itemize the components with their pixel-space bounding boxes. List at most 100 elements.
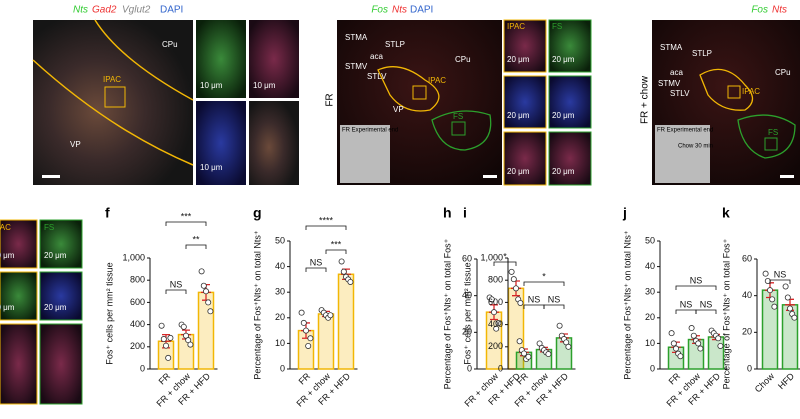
significance-bracket <box>523 281 565 286</box>
data-point <box>165 354 172 361</box>
y-tick-label: 200 <box>488 341 503 351</box>
data-point <box>771 303 778 310</box>
data-point <box>767 287 774 294</box>
y-tick-label: 0 <box>280 363 285 373</box>
micrograph <box>548 75 592 129</box>
significance-bracket <box>695 309 717 314</box>
significance-label: NS <box>774 269 787 279</box>
panel-letter: g <box>253 205 262 221</box>
data-point <box>545 351 552 358</box>
data-point <box>516 338 523 345</box>
y-tick-label: 60 <box>742 253 752 263</box>
significance-bracket <box>675 309 697 314</box>
scale-bar <box>780 175 794 178</box>
y-tick-label: 40 <box>645 261 655 271</box>
micrograph <box>0 219 38 269</box>
data-point <box>715 335 722 342</box>
scale-label: 10 μm <box>200 81 223 90</box>
micrograph <box>503 19 547 73</box>
panel-letter: f <box>105 205 110 221</box>
y-tick-label: 600 <box>130 297 145 307</box>
significance-bracket <box>305 267 327 272</box>
data-point <box>207 308 214 315</box>
y-axis-label: Percentage of Fos⁺Nts⁺ on total Fos⁺ <box>442 238 452 389</box>
significance-bracket <box>165 221 207 226</box>
significance-label: * <box>503 251 507 261</box>
panel-e: PAC FS 20 μm 20 μm 20 μm 20 μm <box>0 219 83 405</box>
micrograph <box>39 323 83 405</box>
panel-letter: b <box>8 5 13 14</box>
panel-letter: i <box>463 205 467 221</box>
data-point <box>488 296 495 303</box>
data-point <box>167 334 174 341</box>
data-point <box>670 340 677 347</box>
region-label: STMA <box>660 43 683 52</box>
y-tick-label: 800 <box>130 275 145 285</box>
panel-c: c Fos Nts DAPI FR STMA STLP aca STMV STL… <box>316 5 592 186</box>
data-point <box>688 325 695 332</box>
x-tick-label: FR <box>297 371 313 387</box>
condition-label: FR + chow <box>640 75 651 124</box>
data-point <box>791 314 798 321</box>
panel-letter: h <box>443 205 452 221</box>
significance-bracket <box>165 289 187 294</box>
micrograph <box>33 20 193 185</box>
inset-title: FS <box>44 223 54 232</box>
roi-box <box>412 85 427 100</box>
panel-letter: d <box>630 5 635 14</box>
significance-bracket <box>325 249 347 254</box>
significance-bracket <box>185 244 207 249</box>
legend: Nts <box>73 5 88 16</box>
micrograph <box>503 131 547 186</box>
inset-title: FS <box>552 22 562 31</box>
micrograph <box>0 323 38 405</box>
data-point <box>508 268 515 275</box>
y-tick-label: 400 <box>488 319 503 329</box>
micrograph <box>503 75 547 129</box>
data-point <box>327 312 334 319</box>
micrograph <box>39 271 83 321</box>
y-tick-label: 30 <box>645 287 655 297</box>
micrograph <box>0 271 38 321</box>
panel-b: b Nts Gad2 Vglut2 DAPI CPu IPAC VP 10 μm… <box>8 5 299 185</box>
inset-title: PAC <box>0 223 11 232</box>
inset-title: IPAC <box>507 22 525 31</box>
y-tick-label: 40 <box>275 261 285 271</box>
region-label: STMA <box>345 33 368 42</box>
y-tick-label: 800 <box>488 275 503 285</box>
legend: Fos <box>751 5 768 16</box>
significance-label: NS <box>690 275 703 285</box>
significance-label: NS <box>548 294 561 304</box>
legend: DAPI <box>160 5 183 16</box>
region-label: FS <box>453 112 463 121</box>
data-point <box>510 276 517 283</box>
scale-label: 20 μm <box>0 251 15 260</box>
micrograph <box>249 20 299 98</box>
inset-label: FR Experimental end <box>657 128 713 134</box>
y-tick-label: 1,000 <box>480 252 503 262</box>
data-point <box>160 336 167 343</box>
region-label: STLP <box>692 49 712 58</box>
region-outline <box>737 114 796 159</box>
legend: Vglut2 <box>122 5 151 16</box>
data-point <box>673 345 680 352</box>
y-tick-label: 20 <box>275 312 285 322</box>
scale-label: 20 μm <box>44 303 67 312</box>
data-point <box>340 268 347 275</box>
y-tick-label: 0 <box>747 363 752 373</box>
condition-label: FR <box>325 93 336 106</box>
inset-label: FR Experimental end <box>342 128 398 134</box>
micrograph <box>39 219 83 269</box>
y-tick-label: 0 <box>498 363 503 373</box>
region-label: STMV <box>658 79 681 88</box>
significance-label: NS <box>680 299 693 309</box>
micrograph <box>196 20 246 98</box>
data-point <box>198 268 205 275</box>
significance-bracket <box>523 304 545 309</box>
data-point <box>490 309 497 316</box>
y-tick-label: 10 <box>275 338 285 348</box>
scale-label: 20 μm <box>507 167 530 176</box>
region-outline <box>377 66 440 112</box>
region-label: IPAC <box>428 76 446 85</box>
region-label: aca <box>670 68 683 77</box>
